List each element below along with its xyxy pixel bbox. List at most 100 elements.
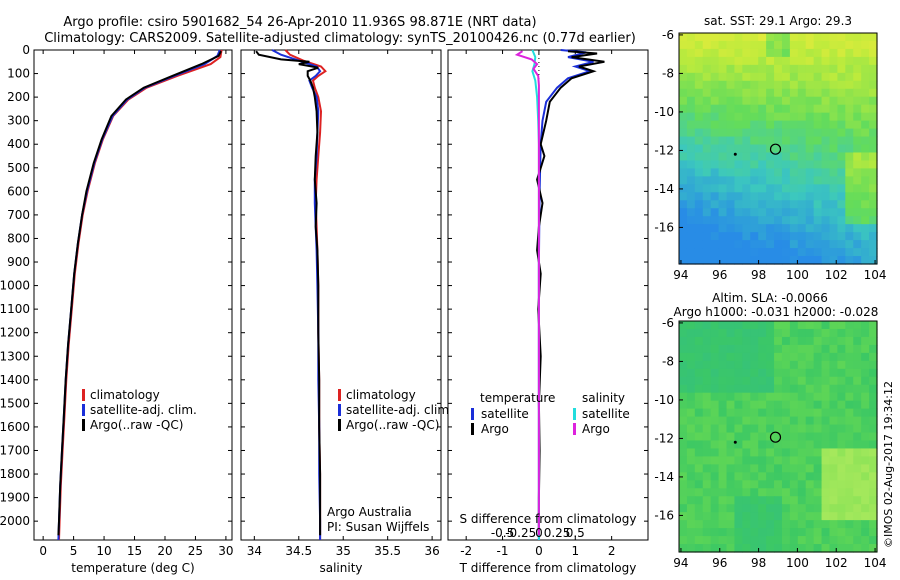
sst_map-cell	[845, 192, 854, 201]
sst_map-cell	[694, 232, 704, 241]
sla_map-cell	[766, 352, 775, 362]
sla_map-cell	[829, 448, 838, 458]
sst_map-cell	[837, 168, 846, 177]
sst_map-cell	[805, 48, 815, 58]
sla_map-cell	[813, 544, 823, 553]
sst_map-cell	[718, 168, 728, 177]
sla_map-cell	[821, 520, 831, 529]
sst_map-cell	[679, 104, 688, 114]
sst_map-ytick-label: -8	[662, 66, 674, 80]
sla_map-cell	[861, 344, 870, 354]
sst_map-cell	[813, 240, 823, 249]
sst_map-cell	[734, 224, 743, 233]
sla_map-cell	[686, 400, 696, 410]
sla_map-cell	[679, 496, 688, 505]
sla_map-cell	[742, 512, 751, 521]
sla_map-cell	[781, 456, 791, 465]
sla_map-cell	[734, 384, 743, 394]
sst_map-cell	[861, 200, 870, 209]
sst_map-cell	[821, 160, 831, 170]
sst_map-cell	[734, 48, 743, 58]
sst_map-cell	[766, 192, 775, 201]
sla_map-cell	[861, 328, 870, 338]
sla_map-cell	[813, 512, 823, 521]
sst_map-cell	[758, 48, 767, 58]
sla_map-cell	[710, 344, 720, 354]
sla_map-cell	[829, 408, 838, 418]
sla_map-cell	[829, 496, 838, 505]
institution-label: Argo Australia	[327, 505, 412, 519]
sst_map-cell	[726, 224, 736, 233]
sla_map-cell	[726, 328, 736, 338]
sst_map-cell	[750, 192, 759, 201]
sst_map-cell	[797, 80, 807, 90]
sst_map-cell	[853, 33, 862, 42]
sst_map-cell	[750, 40, 759, 50]
sla_map-cell	[774, 544, 783, 553]
sst_map-cell	[726, 120, 736, 130]
sla_map-cell	[861, 480, 870, 489]
sst_map-cell	[781, 224, 791, 233]
sla_map-cell	[686, 528, 696, 537]
sla_map-cell	[702, 392, 712, 402]
temperature-legend-label: climatology	[90, 388, 160, 402]
sst_map-cell	[781, 200, 791, 209]
sst_map-cell	[758, 232, 767, 241]
sla_map-cell	[726, 488, 736, 497]
sla_map-cell	[845, 456, 854, 465]
sst_map-cell	[686, 152, 696, 162]
sla_map-cell	[702, 512, 712, 521]
sla_map-frame	[678, 320, 878, 553]
sla_map-cell	[734, 352, 743, 362]
sst_map-cell	[829, 56, 838, 66]
sla_map-cell	[694, 432, 704, 442]
sla_map-cell	[829, 432, 838, 442]
sla_map-cell	[805, 448, 815, 458]
sla_map-cell	[734, 408, 743, 418]
sst_map-cell	[734, 192, 743, 201]
sla_map-cell	[845, 376, 854, 386]
sst_map-cell	[869, 136, 878, 146]
sla_map-cell	[734, 504, 743, 513]
sst_map-cell	[781, 96, 791, 106]
sst_map-cell	[742, 72, 751, 82]
sst_map-cell	[726, 104, 736, 114]
sla_map-cell	[789, 384, 799, 394]
sla_map-cell	[829, 424, 838, 434]
sst_map-cell	[734, 64, 743, 74]
sst_map-cell	[702, 64, 712, 74]
sst_map-cell	[718, 240, 728, 249]
sla_map-cell	[766, 464, 775, 473]
sla_map-xtick-label: 102	[825, 556, 848, 570]
sla_map-cell	[837, 336, 846, 346]
sst_map-cell	[781, 104, 791, 114]
sla_map-cell	[821, 408, 831, 418]
sst_map-cell	[694, 152, 704, 162]
sst_map-cell	[845, 64, 854, 74]
sst_map-cell	[710, 216, 720, 225]
sla_map-cell	[758, 456, 767, 465]
sst_map-xtick-label: 102	[825, 268, 848, 282]
sst_map-cell	[845, 184, 854, 193]
sst_map-cell	[837, 160, 846, 170]
sst_map-cell	[821, 64, 831, 74]
sla_map-cell	[797, 384, 807, 394]
sla_map-cell	[797, 472, 807, 481]
sst_map-cell	[869, 40, 878, 50]
sla_map-cell	[718, 528, 728, 537]
sla_map-cell	[805, 376, 815, 386]
sst_map-cell	[821, 192, 831, 201]
sla_map-cell	[837, 368, 846, 378]
sst_map-cell	[781, 256, 791, 265]
sla_map-cell	[750, 536, 759, 545]
sla_map-cell	[742, 352, 751, 362]
sla_map-cell	[742, 472, 751, 481]
sla_map-cell	[781, 544, 791, 553]
sst_map-cell	[702, 152, 712, 162]
sla_map-cell	[702, 352, 712, 362]
sst_map-cell	[718, 192, 728, 201]
sla_map-cell	[718, 344, 728, 354]
sla_map-cell	[710, 336, 720, 346]
sla_map-cell	[734, 512, 743, 521]
sst_map-cell	[813, 128, 823, 138]
